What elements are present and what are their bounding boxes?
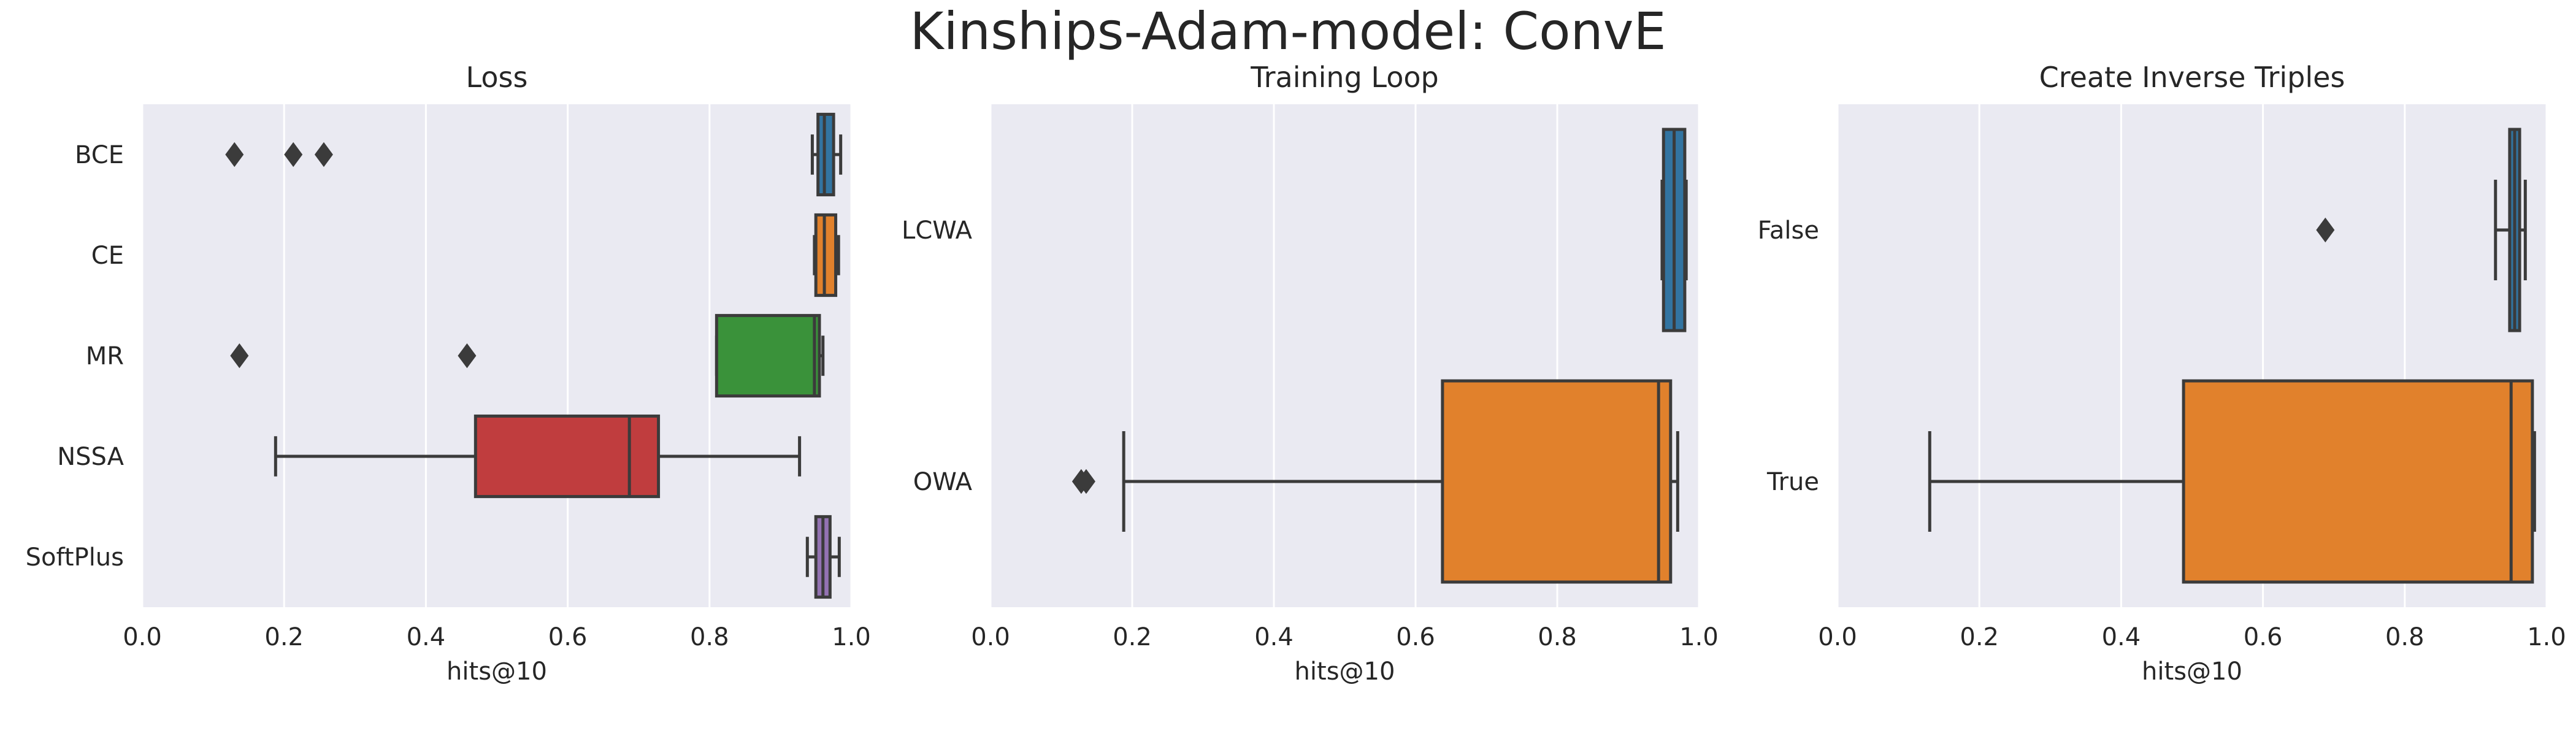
x-axis-label: hits@10 — [447, 657, 547, 686]
box-nssa — [274, 414, 802, 499]
box-iqr — [2182, 379, 2534, 584]
outlier-point — [458, 343, 477, 369]
y-tick-label: False — [1758, 217, 1819, 245]
x-tick-label: 0.8 — [2385, 623, 2425, 651]
figure-title: Kinships-Adam-model: ConvE — [910, 1, 1666, 61]
x-tick-label: 0.0 — [971, 623, 1010, 651]
x-tick-label: 0.6 — [2244, 623, 2283, 651]
panels: 0.0 0.2 0.4 0.6 0.8 1.0 Loss hits@10 BCE CE MR NSSA… — [26, 61, 2566, 686]
box-mr — [230, 313, 825, 398]
y-tick-label: SoftPlus — [26, 543, 124, 572]
box-iqr — [473, 414, 661, 499]
x-tick-label: 0.4 — [1254, 623, 1294, 651]
panel-3: 0.0 0.2 0.4 0.6 0.8 1.0 Create Inverse Triples… — [1758, 61, 2566, 686]
y-tick-label: MR — [86, 342, 124, 370]
box-false — [2316, 128, 2527, 332]
panel-title: Loss — [466, 61, 528, 94]
y-tick-label: OWA — [913, 468, 973, 496]
outlier-point — [225, 142, 244, 167]
x-tick-label: 1.0 — [832, 623, 871, 651]
y-tick-label: BCE — [75, 141, 124, 169]
panel-1: 0.0 0.2 0.4 0.6 0.8 1.0 Loss hits@10 BCE CE MR NSSA… — [26, 61, 871, 686]
x-tick-label: 0.4 — [2102, 623, 2141, 651]
x-tick-label: 0.2 — [1113, 623, 1152, 651]
x-tick-label: 0.2 — [264, 623, 304, 651]
box-ce — [813, 213, 840, 297]
panel-title: Create Inverse Triples — [2039, 61, 2345, 94]
x-tick-label: 1.0 — [1679, 623, 1719, 651]
x-tick-label: 0.0 — [123, 623, 162, 651]
box-bce — [225, 112, 843, 197]
outlier-point — [2316, 217, 2335, 243]
box-iqr — [1441, 379, 1673, 584]
panel-title: Training Loop — [1250, 61, 1438, 94]
box-lcwa — [1660, 128, 1688, 332]
x-tick-label: 0.8 — [690, 623, 729, 651]
y-tick-label: True — [1766, 468, 1819, 496]
x-axis-label: hits@10 — [1295, 657, 1395, 686]
x-tick-label: 1.0 — [2527, 623, 2566, 651]
x-tick-label: 0.6 — [1396, 623, 1435, 651]
panel-2: 0.0 0.2 0.4 0.6 0.8 1.0 Training Loop hits@10 LC… — [902, 61, 1719, 686]
outlier-point — [1076, 469, 1095, 494]
box-softplus — [805, 515, 841, 599]
x-tick-label: 0.8 — [1538, 623, 1577, 651]
x-tick-label: 0.0 — [1818, 623, 1857, 651]
x-tick-label: 0.6 — [548, 623, 588, 651]
box-owa — [1071, 379, 1679, 584]
x-tick-label: 0.2 — [1960, 623, 1999, 651]
x-tick-label: 0.4 — [407, 623, 446, 651]
x-axis-label: hits@10 — [2142, 657, 2242, 686]
y-tick-label: CE — [91, 242, 124, 270]
outlier-point — [284, 142, 303, 167]
outlier-point — [314, 142, 333, 167]
y-tick-label: LCWA — [902, 217, 973, 245]
y-tick-label: NSSA — [57, 443, 124, 471]
outlier-point — [230, 343, 249, 369]
box-true — [1928, 379, 2536, 584]
box-iqr — [715, 313, 821, 398]
